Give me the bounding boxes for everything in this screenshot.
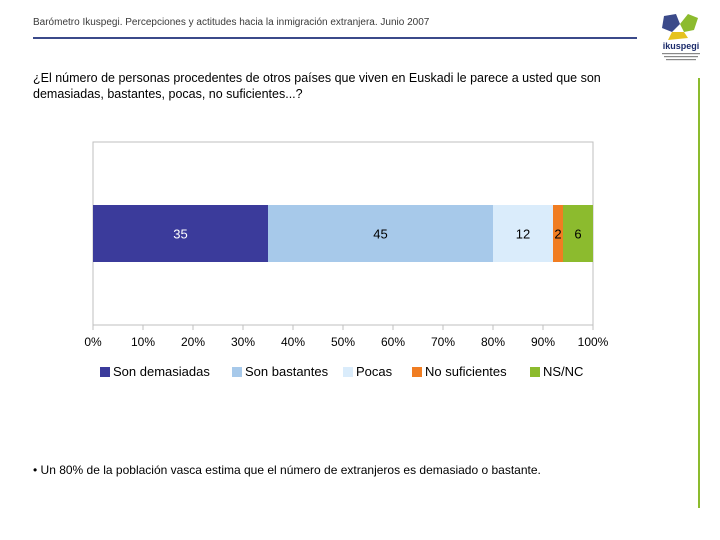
data-label-4: 2 [554, 227, 561, 242]
legend-label-4: No suficientes [425, 364, 507, 379]
side-rule [698, 78, 700, 508]
header-rule [33, 37, 637, 39]
legend-swatch-2 [232, 367, 242, 377]
data-label-3: 12 [516, 227, 530, 242]
data-label-1: 35 [173, 227, 187, 242]
legend-swatch-4 [412, 367, 422, 377]
x-tick-label-5: 50% [331, 335, 355, 349]
header-title: Barómetro Ikuspegi. Percepciones y actit… [33, 17, 430, 28]
x-tick-label-8: 80% [481, 335, 505, 349]
legend-swatch-1 [100, 367, 110, 377]
x-tick-label-2: 20% [181, 335, 205, 349]
bar-segment-2 [268, 205, 493, 262]
x-tick-label-0: 0% [84, 335, 102, 349]
legend-label-2: Son bastantes [245, 364, 329, 379]
svg-text:ikuspegi: ikuspegi [663, 41, 700, 51]
x-tick-label-3: 30% [231, 335, 255, 349]
stacked-bar-chart: 35 45 12 2 6 0% 10% 20% 30% 40% 50% 60% 70% 80% 90% 10… [84, 141, 609, 379]
bar-segment-4 [553, 205, 563, 262]
bar-segment-1 [93, 205, 268, 262]
legend-swatch-5 [530, 367, 540, 377]
legend-label-5: NS/NC [543, 364, 583, 379]
x-tick-label-10: 100% [578, 335, 609, 349]
x-tick-label-4: 40% [281, 335, 305, 349]
legend-label-3: Pocas [356, 364, 393, 379]
data-label-5: 6 [574, 227, 581, 242]
bar-segment-5 [563, 205, 593, 262]
legend-swatch-3 [343, 367, 353, 377]
legend-label-1: Son demasiadas [113, 364, 210, 379]
bar-segment-3 [493, 205, 553, 262]
ikuspegi-logo: ikuspegi [662, 14, 700, 61]
x-tick-label-1: 10% [131, 335, 155, 349]
question-text: ¿El número de personas procedentes de ot… [33, 71, 601, 101]
x-tick-label-9: 90% [531, 335, 555, 349]
data-label-2: 45 [373, 227, 387, 242]
x-tick-label-6: 60% [381, 335, 405, 349]
footnote: • Un 80% de la población vasca estima qu… [33, 463, 541, 477]
x-tick-label-7: 70% [431, 335, 455, 349]
